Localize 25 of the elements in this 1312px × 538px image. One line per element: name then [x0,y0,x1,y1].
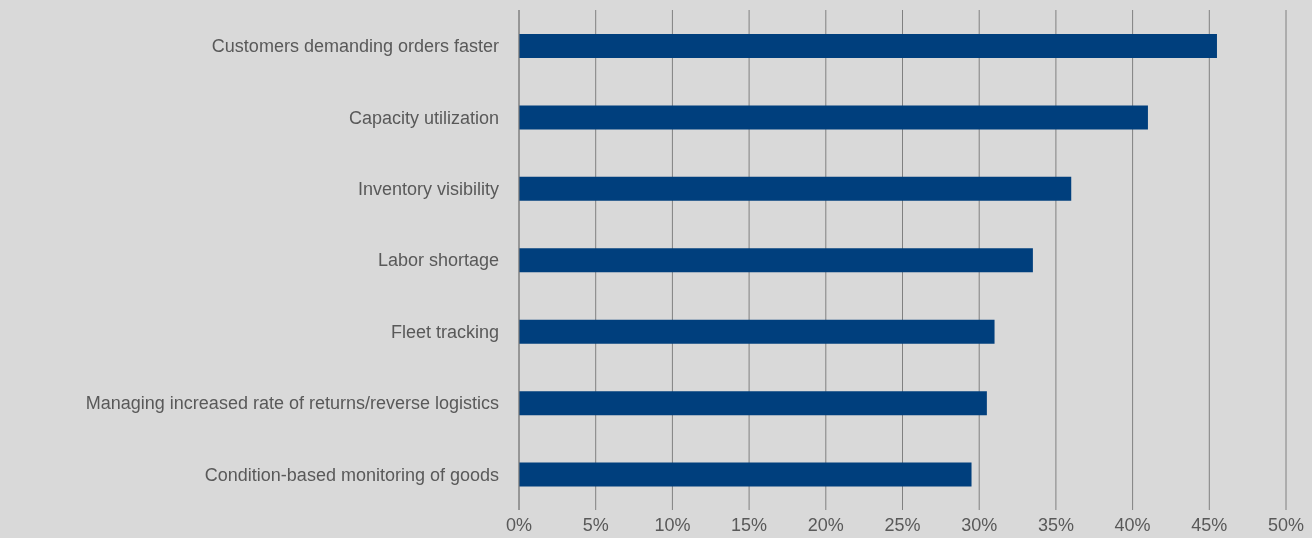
y-tick-label: Condition-based monitoring of goods [204,464,499,485]
y-tick-label: Capacity utilization [348,107,499,128]
x-tick-label: 45% [1191,514,1228,535]
y-tick-label: Customers demanding orders faster [211,36,499,57]
bar [519,462,972,487]
x-tick-label: 50% [1267,514,1305,535]
bar [519,34,1217,58]
x-tick-label: 35% [1037,514,1074,535]
bar [519,176,1072,201]
bar [519,105,1148,130]
bar [519,391,987,416]
x-tick-label: 30% [961,514,998,535]
x-tick-label: 25% [884,514,921,535]
x-tick-label: 5% [582,514,609,535]
x-tick-label: 15% [731,514,768,535]
x-tick-label: 40% [1114,514,1151,535]
bar [519,319,995,344]
y-tick-label: Inventory visibility [357,178,499,199]
y-tick-label: Managing increased rate of returns/reverse logistics [85,393,499,414]
x-tick-label: 20% [807,514,844,535]
y-tick-label: Labor shortage [377,250,499,271]
y-tick-label: Fleet tracking [390,321,499,342]
x-tick-label: 0% [505,514,533,535]
bar [519,248,1033,273]
x-tick-label: 10% [654,514,691,535]
